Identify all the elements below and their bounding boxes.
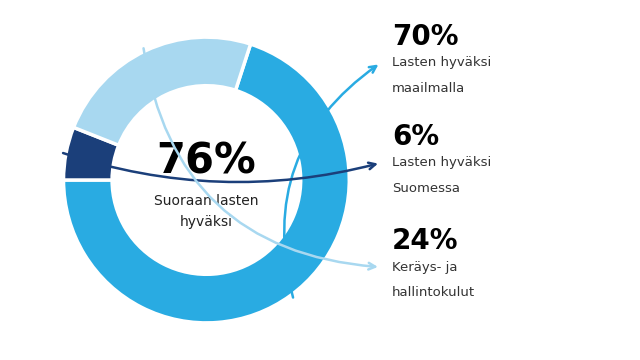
- Text: maailmalla: maailmalla: [392, 82, 465, 95]
- Text: hallintokulut: hallintokulut: [392, 287, 476, 300]
- Text: 24%: 24%: [392, 228, 459, 256]
- Text: Lasten hyväksi: Lasten hyväksi: [392, 156, 492, 169]
- Text: 76%: 76%: [157, 140, 256, 183]
- Text: Lasten hyväksi: Lasten hyväksi: [392, 56, 492, 69]
- Text: 70%: 70%: [392, 23, 459, 51]
- Wedge shape: [74, 37, 250, 145]
- Text: 6%: 6%: [392, 123, 439, 151]
- Text: Suoraan lasten
hyväksi: Suoraan lasten hyväksi: [154, 194, 259, 229]
- Wedge shape: [63, 127, 118, 180]
- Wedge shape: [63, 44, 349, 323]
- Text: Keräys- ja: Keräys- ja: [392, 261, 458, 274]
- Text: Suomessa: Suomessa: [392, 182, 460, 195]
